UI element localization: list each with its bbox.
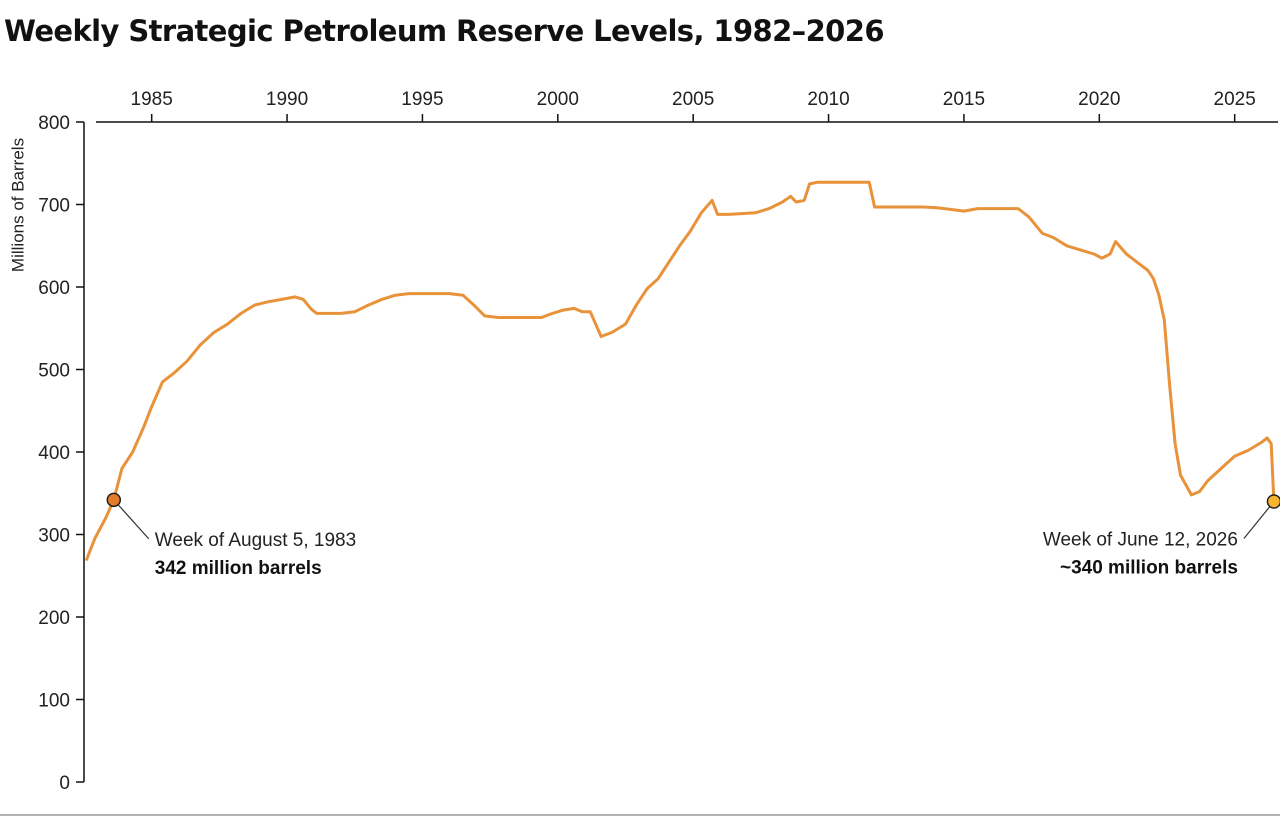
y-tick-label: 800 — [38, 113, 70, 134]
annotation-label: Week of August 5, 1983 — [155, 530, 356, 551]
annotation-value: 342 million barrels — [155, 558, 322, 579]
x-tick-label: 1995 — [401, 89, 443, 110]
x-tick-label: 2010 — [807, 89, 849, 110]
y-tick-label: 100 — [38, 691, 70, 712]
x-tick-label: 2005 — [672, 89, 714, 110]
y-tick-label: 300 — [38, 526, 70, 547]
series-layer — [85, 180, 1276, 561]
y-tick-label: 600 — [38, 278, 70, 299]
y-tick-label: 500 — [38, 361, 70, 382]
y-tick-label: 200 — [38, 608, 70, 629]
start-point-marker — [106, 492, 122, 508]
y-tick-label: 400 — [38, 443, 70, 464]
y-axis: 0 100 200 300 400 500 600 700 800 — [38, 113, 85, 794]
x-tick-label: 2020 — [1078, 89, 1120, 110]
chart-title: Weekly Strategic Petroleum Reserve Level… — [4, 14, 885, 48]
y-axis-title-group: Millions of Barrels — [8, 138, 27, 272]
y-axis-title: Millions of Barrels — [8, 138, 27, 272]
x-axis: 1985 1990 1995 2000 2005 2010 2015 2020 2025 — [96, 89, 1278, 123]
annotation-layer: Week of August 5, 1983 342 million barrel… — [106, 492, 1280, 579]
x-tick-label: 2000 — [537, 89, 579, 110]
y-tick-label: 0 — [59, 773, 70, 794]
x-tick-label: 1990 — [266, 89, 308, 110]
x-tick-label: 1985 — [131, 89, 173, 110]
x-tick-label: 2025 — [1214, 89, 1256, 110]
x-tick-label: 2015 — [943, 89, 985, 110]
annotation-value: ~340 million barrels — [1060, 558, 1238, 579]
annotation-label: Week of June 12, 2026 — [1043, 530, 1238, 551]
y-tick-label: 700 — [38, 196, 70, 217]
reserve-level-line — [85, 180, 1276, 561]
end-point-marker — [1266, 494, 1280, 509]
annotation-leader — [1243, 501, 1275, 539]
annotation-leader — [113, 499, 150, 540]
